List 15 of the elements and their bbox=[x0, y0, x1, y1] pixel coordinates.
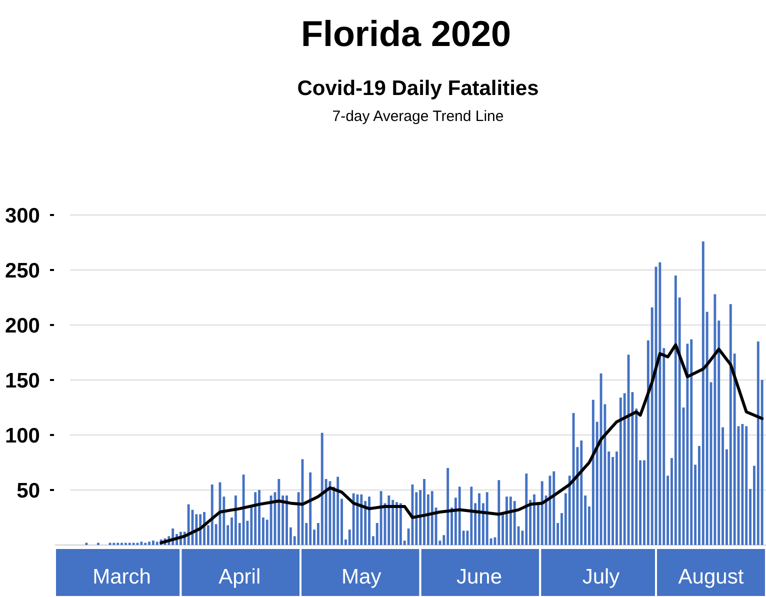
y-tick-label: 200 bbox=[4, 314, 40, 338]
y-tick-label: 50 bbox=[16, 479, 40, 502]
y-tick-label: 100 bbox=[4, 424, 40, 448]
text: 7-day Average Trend Line bbox=[332, 108, 504, 125]
x-tick-label: June bbox=[456, 565, 502, 588]
x-tick-label: April bbox=[218, 565, 261, 588]
x-tick-label: August bbox=[678, 565, 744, 588]
y-tick-label: 150 bbox=[4, 369, 40, 392]
x-tick-label: May bbox=[342, 565, 382, 588]
x-tick-label: July bbox=[582, 565, 620, 588]
y-tick-label: 300 bbox=[4, 204, 40, 228]
x-tick-label: March bbox=[92, 565, 151, 588]
chart-subtitle: Covid-19 Daily Fatalities bbox=[297, 77, 539, 100]
chart-title: Florida 2020 bbox=[300, 13, 512, 54]
y-tick-label: 250 bbox=[4, 259, 40, 282]
